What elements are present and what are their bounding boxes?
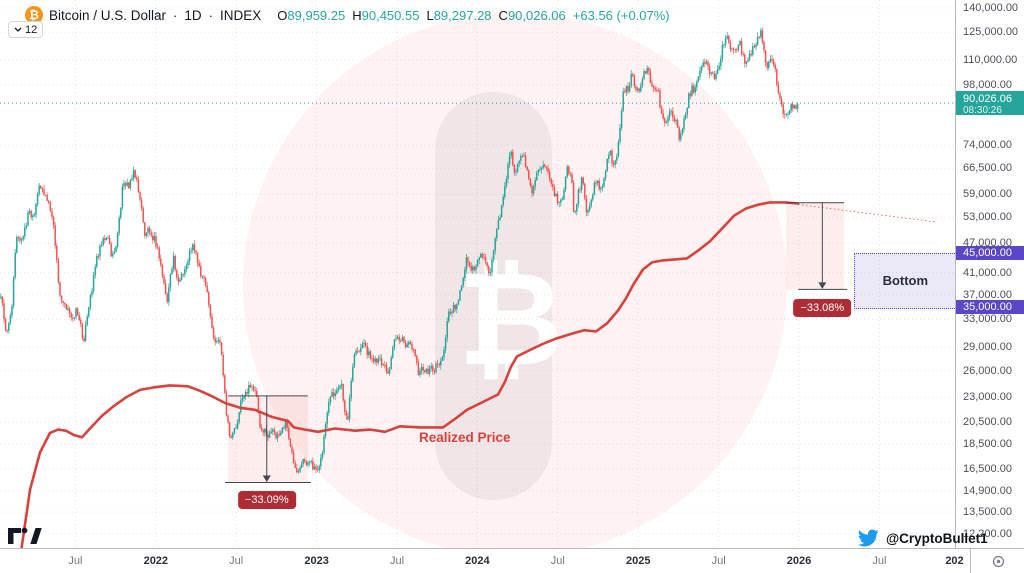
close-label: C — [498, 7, 508, 23]
open-label: O — [277, 7, 288, 23]
time-tick-label: 2023 — [304, 555, 329, 567]
time-tick-label: Jul — [711, 555, 726, 567]
time-tick-label: 202 — [945, 555, 964, 567]
price-tick-label: 16,500.00 — [963, 462, 1012, 475]
price-scale-settings-icon[interactable] — [992, 555, 1005, 568]
watermark: ₿ — [243, 13, 787, 557]
price-tick-label: 110,000.00 — [963, 53, 1018, 66]
change-value: +63.56 (+0.07%) — [572, 7, 670, 23]
time-tick-label: Jul — [872, 555, 887, 567]
price-tick-label: 37,000.00 — [963, 288, 1012, 301]
price-tick-label: 98,000.00 — [963, 78, 1012, 91]
price-tick-label: 74,000.00 — [963, 139, 1012, 152]
symbol-header: ₿ Bitcoin / U.S. Dollar · 1D · INDEX O89… — [25, 6, 670, 24]
high-label: H — [352, 7, 362, 23]
market-label: INDEX — [220, 7, 262, 23]
time-tick-label: 2022 — [143, 555, 169, 567]
interval-label[interactable]: 1D — [184, 7, 202, 23]
level-badge-45000: 45,000.00 — [956, 245, 1024, 260]
time-tick-label: 2026 — [786, 555, 812, 567]
bar-countdown: 08:30:26 — [963, 105, 1002, 117]
symbol-title[interactable]: Bitcoin / U.S. Dollar — [49, 7, 167, 23]
low-label: L — [426, 7, 434, 23]
price-tick-label: 41,000.00 — [963, 266, 1012, 279]
time-tick-label: Jul — [550, 555, 565, 567]
time-tick-label: Jul — [389, 555, 405, 567]
last-price-value: 90,026.06 — [963, 93, 1012, 106]
drop-annotations[interactable] — [224, 202, 848, 484]
drawings-count: 12 — [25, 23, 38, 36]
chevron-down-icon — [14, 27, 22, 32]
ohlc-values: O89,959.25 H90,450.55 L89,297.28 C90,026… — [277, 8, 669, 23]
open-value: 89,959.25 — [287, 7, 346, 23]
price-tick-label: 29,000.00 — [963, 341, 1012, 354]
separator-dot: · — [208, 7, 213, 23]
drop-2025-badge[interactable]: −33.08% — [793, 299, 852, 318]
price-tick-label: 26,000.00 — [963, 364, 1012, 377]
price-tick-label: 33,000.00 — [963, 313, 1012, 326]
twitter-bird-icon — [857, 529, 879, 547]
price-tick-label: 14,900.00 — [963, 484, 1012, 497]
price-tick-label: 13,500.00 — [963, 506, 1012, 519]
last-price-badge: 90,026.06 08:30:26 — [956, 91, 1024, 117]
price-tick-label: 12,200.00 — [963, 527, 1012, 540]
time-tick-label: Jul — [68, 555, 83, 567]
price-tick-label: 18,500.00 — [963, 438, 1012, 451]
price-axis[interactable]: 90,026.06 08:30:26 45,000.00 35,000.00 1… — [955, 0, 1024, 548]
price-tick-label: 53,000.00 — [963, 211, 1012, 224]
realized-price-line[interactable] — [16, 201, 936, 573]
price-tick-label: 140,000.00 — [963, 1, 1019, 14]
price-tick-label: 23,000.00 — [963, 391, 1012, 404]
tradingview-logo[interactable] — [8, 527, 42, 546]
low-value: 89,297.28 — [433, 7, 492, 23]
separator-dot: · — [173, 7, 178, 23]
time-axis[interactable]: Jul 2022 Jul 2023 Jul 2024 Jul 2025 Jul 2026 Jul 20… — [0, 548, 1024, 573]
close-value: 90,026.06 — [507, 7, 566, 23]
time-tick-label: Jul — [229, 555, 244, 567]
drop-2022-badge[interactable]: −33.09% — [237, 490, 296, 509]
bottom-zone-label: Bottom — [882, 273, 929, 289]
time-tick-label: 2025 — [625, 555, 651, 567]
drawings-count-button[interactable]: 12 — [8, 21, 44, 38]
price-tick-label: 20,500.00 — [963, 416, 1012, 429]
time-tick-label: 2024 — [465, 555, 490, 567]
bottom-zone-box[interactable]: Bottom — [853, 252, 957, 309]
bitcoin-logo-icon: ₿ — [25, 6, 43, 24]
twitter-handle[interactable]: @CryptoBullet1 — [886, 530, 988, 546]
price-tick-label: 125,000.00 — [963, 26, 1019, 39]
gridlines — [0, 0, 955, 548]
price-tick-label: 47,000.00 — [963, 237, 1012, 250]
axis-settings-corner[interactable] — [970, 549, 1024, 573]
realized-price-label[interactable]: Realized Price — [419, 430, 511, 445]
price-tick-label: 59,000.00 — [963, 188, 1012, 201]
twitter-watermark: @CryptoBullet1 — [855, 527, 988, 549]
realized-price-projection — [797, 204, 936, 223]
candlestick-series — [0, 27, 799, 474]
high-value: 90,450.55 — [361, 7, 420, 23]
level-badge-35000: 35,000.00 — [956, 299, 1024, 314]
price-tick-label: 66,500.00 — [963, 162, 1012, 175]
